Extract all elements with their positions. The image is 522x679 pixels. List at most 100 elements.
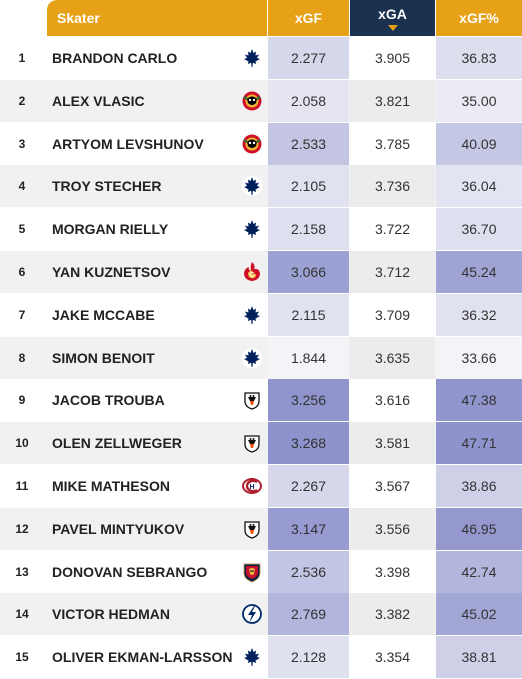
player-name[interactable]: YAN KUZNETSOV (52, 264, 171, 280)
team-logo-cell (237, 37, 267, 79)
team-logo-cell (237, 80, 267, 122)
player-name[interactable]: VICTOR HEDMAN (52, 606, 170, 623)
table-row: 11 MIKE MATHESON H 2.267 3.567 38.86 (0, 465, 522, 507)
xgf-cell: 3.256 (268, 379, 349, 422)
player-name[interactable]: MORGAN RIELLY (52, 221, 169, 238)
xgf-pct-cell: 38.81 (436, 636, 522, 679)
rank-cell: 3 (18, 136, 26, 151)
player-name[interactable]: SIMON BENOIT (52, 349, 155, 366)
xgf-cell: 3.066 (268, 251, 349, 293)
xgf-pct-cell: 33.66 (436, 336, 522, 379)
table-row: 13 DONOVAN SEBRANGO 2.536 3.398 42.74 (0, 550, 522, 593)
player-name[interactable]: DONOVAN SEBRANGO (52, 563, 208, 580)
sort-desc-icon (387, 24, 398, 31)
table-row: 8 SIMON BENOIT 1.844 3.635 33.66 (0, 336, 522, 379)
xga-cell: 3.616 (350, 379, 435, 422)
xgf-cell: 3.147 (268, 507, 349, 550)
xgf-pct-cell: 47.38 (436, 379, 522, 422)
team-logo-cell (237, 337, 267, 379)
player-name[interactable]: TROY STECHER (52, 178, 162, 195)
player-name[interactable]: BRANDON CARLO (52, 50, 178, 66)
table-row: 1 BRANDON CARLO 2.277 3.905 36.83 (0, 37, 522, 79)
table-row: 5 MORGAN RIELLY 2.158 3.722 36.70 (0, 208, 522, 251)
maple-leaf-icon (241, 175, 263, 197)
rank-cell: 12 (15, 521, 29, 536)
player-name[interactable]: PAVEL MINTYUKOV (52, 520, 185, 537)
xga-cell: 3.398 (350, 550, 435, 593)
maple-leaf-icon (241, 347, 263, 369)
rank-cell: 1 (18, 51, 26, 65)
xgf-cell: 2.158 (268, 208, 349, 251)
maple-leaf-icon (241, 218, 263, 240)
team-logo-cell (237, 422, 267, 464)
header-xgf-pct[interactable]: xGF% (436, 0, 522, 36)
table-row: 7 JAKE MCCABE 2.115 3.709 36.32 (0, 293, 522, 336)
header-skater[interactable]: Skater (47, 0, 267, 36)
table-row: 12 PAVEL MINTYUKOV 3.147 3.556 46.95 (0, 507, 522, 550)
xga-cell: 3.905 (350, 37, 435, 79)
rank-cell: 10 (15, 436, 29, 451)
table-row: 3 ARTYOM LEVSHUNOV 2.533 3.785 40.09 (0, 122, 522, 165)
header-xgf[interactable]: xGF (268, 0, 349, 36)
xgf-pct-cell: 36.04 (436, 165, 522, 208)
rank-cell: 2 (18, 93, 26, 108)
xgf-pct-cell: 35.00 (436, 79, 522, 122)
lightning-icon (241, 603, 263, 625)
rank-cell: 5 (18, 222, 26, 237)
xgf-cell: 2.536 (268, 550, 349, 593)
xgf-pct-cell: 38.86 (436, 465, 522, 507)
header-xga-label: xGA (378, 5, 407, 22)
player-name[interactable]: MIKE MATHESON (52, 478, 170, 494)
table-row: 9 JACOB TROUBA 3.256 3.616 47.38 (0, 379, 522, 422)
player-name[interactable]: JAKE MCCABE (52, 306, 155, 323)
rank-cell: 8 (18, 350, 26, 365)
xgf-pct-cell: 46.95 (436, 507, 522, 550)
xgf-cell: 2.115 (268, 293, 349, 336)
xgf-pct-cell: 42.74 (436, 550, 522, 593)
rank-cell: 13 (15, 564, 29, 579)
xgf-cell: 2.105 (268, 165, 349, 208)
xgf-cell: 2.058 (268, 79, 349, 122)
team-logo-cell (237, 294, 267, 336)
xgf-pct-cell: 47.71 (436, 422, 522, 465)
xga-cell: 3.821 (350, 79, 435, 122)
maple-leaf-icon (241, 304, 263, 326)
team-logo-cell (237, 551, 267, 593)
header-xga[interactable]: xGA (350, 0, 435, 36)
xga-cell: 3.382 (350, 593, 435, 636)
ducks-icon (241, 389, 263, 411)
player-name[interactable]: ALEX VLASIC (52, 92, 145, 109)
xgf-cell: 2.277 (268, 37, 349, 79)
flames-icon: C (241, 261, 263, 283)
xga-cell: 3.712 (350, 251, 435, 293)
xga-cell: 3.581 (350, 422, 435, 465)
xgf-pct-cell: 45.24 (436, 251, 522, 293)
rank-cell: 6 (18, 265, 26, 279)
team-logo-cell (237, 208, 267, 250)
player-name[interactable]: ARTYOM LEVSHUNOV (52, 135, 204, 152)
ducks-icon (241, 432, 263, 454)
rank-cell: 15 (15, 650, 29, 665)
rank-cell: 7 (18, 307, 26, 322)
table-row: 15 OLIVER EKMAN-LARSSON 2.128 3.354 38.81 (0, 636, 522, 679)
xgf-pct-cell: 36.83 (436, 37, 522, 79)
table-row: 4 TROY STECHER 2.105 3.736 36.04 (0, 165, 522, 208)
player-name[interactable]: OLEN ZELLWEGER (52, 435, 182, 452)
xga-cell: 3.635 (350, 336, 435, 379)
xga-cell: 3.709 (350, 293, 435, 336)
xgf-cell: 2.267 (268, 465, 349, 507)
rank-cell: 9 (18, 393, 26, 408)
xgf-pct-cell: 40.09 (436, 122, 522, 165)
player-name[interactable]: OLIVER EKMAN-LARSSON (52, 649, 233, 666)
player-name[interactable]: JACOB TROUBA (52, 392, 165, 409)
table-row: 6 YAN KUZNETSOV C 3.066 3.712 45.24 (0, 251, 522, 293)
blackhawks-icon (241, 90, 263, 112)
rank-cell: 11 (15, 479, 29, 493)
xga-cell: 3.785 (350, 122, 435, 165)
maple-leaf-icon (241, 646, 263, 668)
team-logo-cell (237, 165, 267, 207)
team-logo-cell: C (237, 251, 267, 293)
rank-cell: 4 (18, 179, 26, 194)
blackhawks-icon (241, 133, 263, 155)
maple-leaf-icon (241, 47, 263, 69)
